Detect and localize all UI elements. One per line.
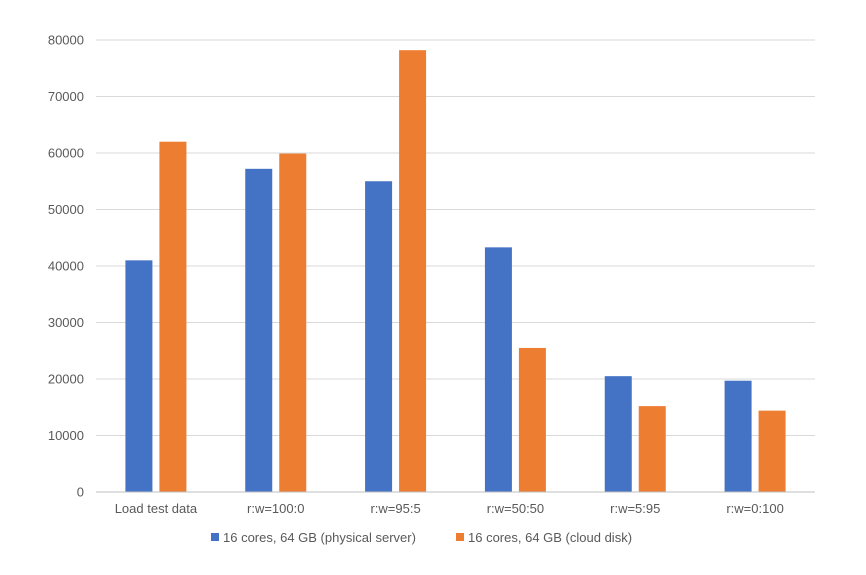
bar-series-1-2 [399, 50, 427, 493]
bars [125, 50, 786, 493]
bar-series-0-3 [484, 247, 512, 492]
y-tick-label: 10000 [48, 428, 84, 443]
legend-swatch-0 [211, 533, 219, 541]
y-tick-label: 0 [77, 485, 84, 500]
bar-series-0-4 [604, 376, 632, 492]
x-tick-label: r:w=50:50 [487, 501, 544, 516]
x-tick-label: r:w=95:5 [370, 501, 420, 516]
bar-series-1-3 [518, 347, 546, 492]
y-tick-label: 60000 [48, 146, 84, 161]
legend-swatch-1 [456, 533, 464, 541]
y-tick-label: 40000 [48, 259, 84, 274]
bar-series-1-0 [159, 141, 187, 492]
bar-series-1-5 [758, 410, 786, 492]
bar-series-0-1 [245, 168, 273, 492]
x-tick-label: r:w=100:0 [247, 501, 304, 516]
y-tick-label: 20000 [48, 372, 84, 387]
x-tick-label: r:w=5:95 [610, 501, 660, 516]
bar-series-1-4 [638, 406, 666, 492]
bar-series-0-2 [365, 181, 393, 492]
y-axis-tick-labels: 0 10000 20000 30000 40000 50000 60000 70000 8000… [48, 33, 84, 500]
bar-series-1-1 [279, 153, 307, 492]
y-tick-label: 50000 [48, 202, 84, 217]
x-tick-label: r:w=0:100 [726, 501, 783, 516]
x-axis-tick-labels: Load test data r:w=100:0 r:w=95:5 r:w=50:50… [115, 501, 784, 516]
y-tick-label: 70000 [48, 89, 84, 104]
y-tick-label: 80000 [48, 33, 84, 48]
legend-label-1: 16 cores, 64 GB (cloud disk) [468, 530, 632, 545]
bar-series-0-0 [125, 260, 153, 492]
legend: 16 cores, 64 GB (physical server) 16 core… [211, 530, 632, 545]
y-tick-label: 30000 [48, 315, 84, 330]
gridlines [96, 39, 815, 436]
x-tick-label: Load test data [115, 501, 198, 516]
legend-label-0: 16 cores, 64 GB (physical server) [223, 530, 416, 545]
bar-series-0-5 [724, 380, 752, 492]
